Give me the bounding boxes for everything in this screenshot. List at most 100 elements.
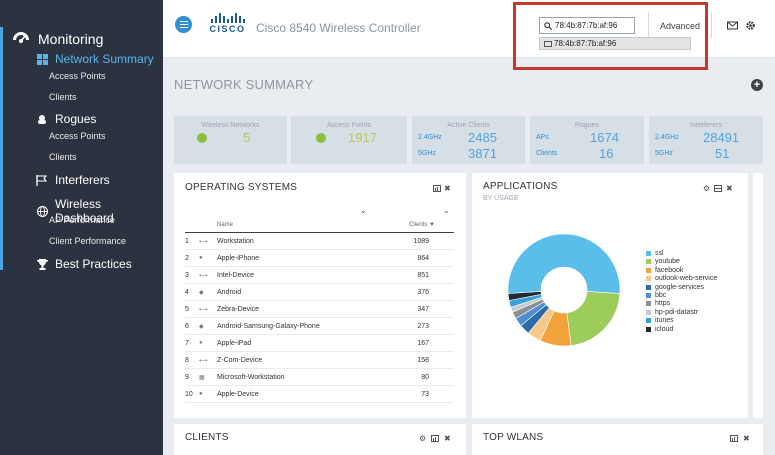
chevron-down-icon[interactable]: ⌄ <box>443 206 450 215</box>
legend-item[interactable]: youtube <box>646 258 680 265</box>
tile-wireless-networks[interactable]: Wireless Networks 5 <box>174 116 287 164</box>
sidebar-item-network-summary[interactable]: Network Summary <box>35 52 154 66</box>
check-circle-icon <box>316 133 326 143</box>
chevron-down-icon[interactable]: ⌄ <box>360 206 367 215</box>
apple-icon: ● <box>199 391 203 397</box>
legend-swatch <box>646 293 651 298</box>
sidebar-sub-rogue-access-points[interactable]: Access Points <box>49 131 106 141</box>
row-os-name: Microsoft-Workstation <box>217 374 285 381</box>
clients-panel-title: CLIENTS <box>185 432 229 443</box>
table-row[interactable]: 10 ● Apple-Device 73 <box>185 386 454 403</box>
table-row[interactable]: 2 ● Apple-iPhone 864 <box>185 250 454 267</box>
donut-slice-youtube[interactable] <box>566 291 621 346</box>
search-box[interactable] <box>539 17 635 34</box>
menu-toggle-icon[interactable] <box>175 16 192 33</box>
search-suggestion-item[interactable]: 78:4b:87:7b:af:96 <box>539 37 691 50</box>
table-row[interactable]: 5 ⟷ Zebra-Device 347 <box>185 301 454 318</box>
sidebar-item-wireless-dashboard[interactable]: Wireless Dashboard <box>35 197 163 225</box>
client-device-icon <box>544 40 552 47</box>
tile-access-points[interactable]: Access Points 1917 <box>291 116 407 164</box>
sidebar-item-label: Rogues <box>55 112 97 126</box>
legend-item[interactable]: icloud <box>646 326 673 333</box>
row-rank: 3 <box>185 272 189 279</box>
row-os-name: Android-Samsung-Galaxy-Phone <box>217 323 320 330</box>
tile-interferers[interactable]: Interferers 2.4GHz 28491 5GHz 51 <box>649 116 763 164</box>
sidebar-sub-ap-performance[interactable]: AP Performance <box>49 215 115 225</box>
legend-item[interactable]: hp-pdi-datastr <box>646 309 698 316</box>
donut-slice-icloud[interactable] <box>507 291 542 301</box>
sidebar-item-best-practices[interactable]: Best Practices <box>35 257 132 271</box>
row-client-count: 864 <box>417 255 429 262</box>
legend-item[interactable]: ssl <box>646 250 664 257</box>
search-input[interactable] <box>555 21 633 30</box>
tile-title: Wireless Networks <box>201 122 260 129</box>
close-icon[interactable]: ✖ <box>743 434 750 443</box>
table-row[interactable]: 9 ▦ Microsoft-Workstation 80 <box>185 369 454 386</box>
table-row[interactable]: 3 ⟷ Intel-Device 851 <box>185 267 454 284</box>
sidebar-item-label: Wireless Dashboard <box>55 197 114 225</box>
chart-icon[interactable] <box>433 185 441 192</box>
row-client-count: 273 <box>417 323 429 330</box>
sidebar-sub-access-points[interactable]: Access Points <box>49 71 106 81</box>
legend-swatch <box>646 276 651 282</box>
row-rank: 1 <box>185 238 189 245</box>
sidebar-sub-clients[interactable]: Clients <box>49 92 77 102</box>
mail-icon[interactable] <box>727 20 738 31</box>
tile-rogues[interactable]: Rogues APs 1674 Clients 16 <box>530 116 644 164</box>
row-client-count: 376 <box>417 289 429 296</box>
applications-donut-chart <box>507 233 621 347</box>
close-icon[interactable]: ✖ <box>444 184 451 193</box>
os-panel-title: OPERATING SYSTEMS <box>185 182 298 193</box>
legend-item[interactable]: outlook-web-service <box>646 275 717 282</box>
close-icon[interactable]: ✖ <box>726 184 733 193</box>
donut-slice-ssl[interactable] <box>507 233 621 294</box>
top-wlans-panel <box>472 424 763 455</box>
table-row[interactable]: 8 ⟷ Z-Com-Device 158 <box>185 352 454 369</box>
row-rank: 2 <box>185 255 189 262</box>
chart-icon[interactable] <box>730 435 738 442</box>
tile-value: 1917 <box>348 130 377 145</box>
table-row[interactable]: 1 ⟷ Workstation 1089 <box>185 233 454 250</box>
gear-icon[interactable]: ⚙ <box>703 184 711 193</box>
row-os-name: Apple-iPad <box>217 340 252 347</box>
legend-item[interactable]: https <box>646 300 670 307</box>
legend-item[interactable]: itunes <box>646 317 674 324</box>
top-header: CISCO Cisco 8540 Wireless Controller 78:… <box>163 0 775 70</box>
legend-item[interactable]: facebook <box>646 267 683 274</box>
legend-item[interactable]: bbc <box>646 292 666 299</box>
legend-label: outlook-web-service <box>655 275 718 283</box>
sidebar-sub-client-performance[interactable]: Client Performance <box>49 236 127 246</box>
row-rank: 4 <box>185 289 189 296</box>
close-icon[interactable]: ✖ <box>444 434 451 443</box>
row-os-name: Workstation <box>217 238 254 245</box>
applications-subtitle: BY USAGE <box>483 195 519 202</box>
legend-label: youtube <box>655 258 680 266</box>
tile-title: Rogues <box>574 122 600 129</box>
table-view-icon[interactable] <box>714 185 722 192</box>
add-widget-button[interactable]: + <box>751 79 763 91</box>
legend-swatch <box>646 251 651 256</box>
chart-icon[interactable] <box>431 435 439 442</box>
row-os-name: Apple-iPhone <box>217 255 260 262</box>
grid-icon <box>35 53 49 65</box>
header-divider <box>648 12 649 38</box>
tile-title: Interferers <box>690 122 722 129</box>
table-row[interactable]: 7 ● Apple-iPad 167 <box>185 335 454 352</box>
sidebar-item-interferers[interactable]: Interferers <box>35 173 110 187</box>
legend-item[interactable]: google-services <box>646 284 704 291</box>
gear-icon[interactable]: ⚙ <box>419 434 427 443</box>
table-row[interactable]: 4 ◆ Android 376 <box>185 284 454 301</box>
tile-active-clients[interactable]: Active Clients 2.4GHz 2485 5GHz 3871 <box>412 116 525 164</box>
advanced-link[interactable]: Advanced <box>660 21 701 31</box>
sidebar-item-rogues[interactable]: Rogues <box>35 112 96 126</box>
column-header-name[interactable]: Name <box>217 222 234 228</box>
column-header-clients[interactable]: Clients ▼ <box>409 222 435 228</box>
tile-label: 2.4GHz <box>655 134 679 141</box>
row-os-name: Zebra-Device <box>217 306 260 313</box>
sidebar-monitoring-header[interactable]: Monitoring <box>12 30 103 48</box>
sidebar-sub-rogue-clients[interactable]: Clients <box>49 152 77 162</box>
gear-icon[interactable] <box>745 20 756 31</box>
arrows-icon: ⟷ <box>199 307 208 313</box>
table-row[interactable]: 6 ◆ Android-Samsung-Galaxy-Phone 273 <box>185 318 454 335</box>
row-rank: 9 <box>185 374 189 381</box>
